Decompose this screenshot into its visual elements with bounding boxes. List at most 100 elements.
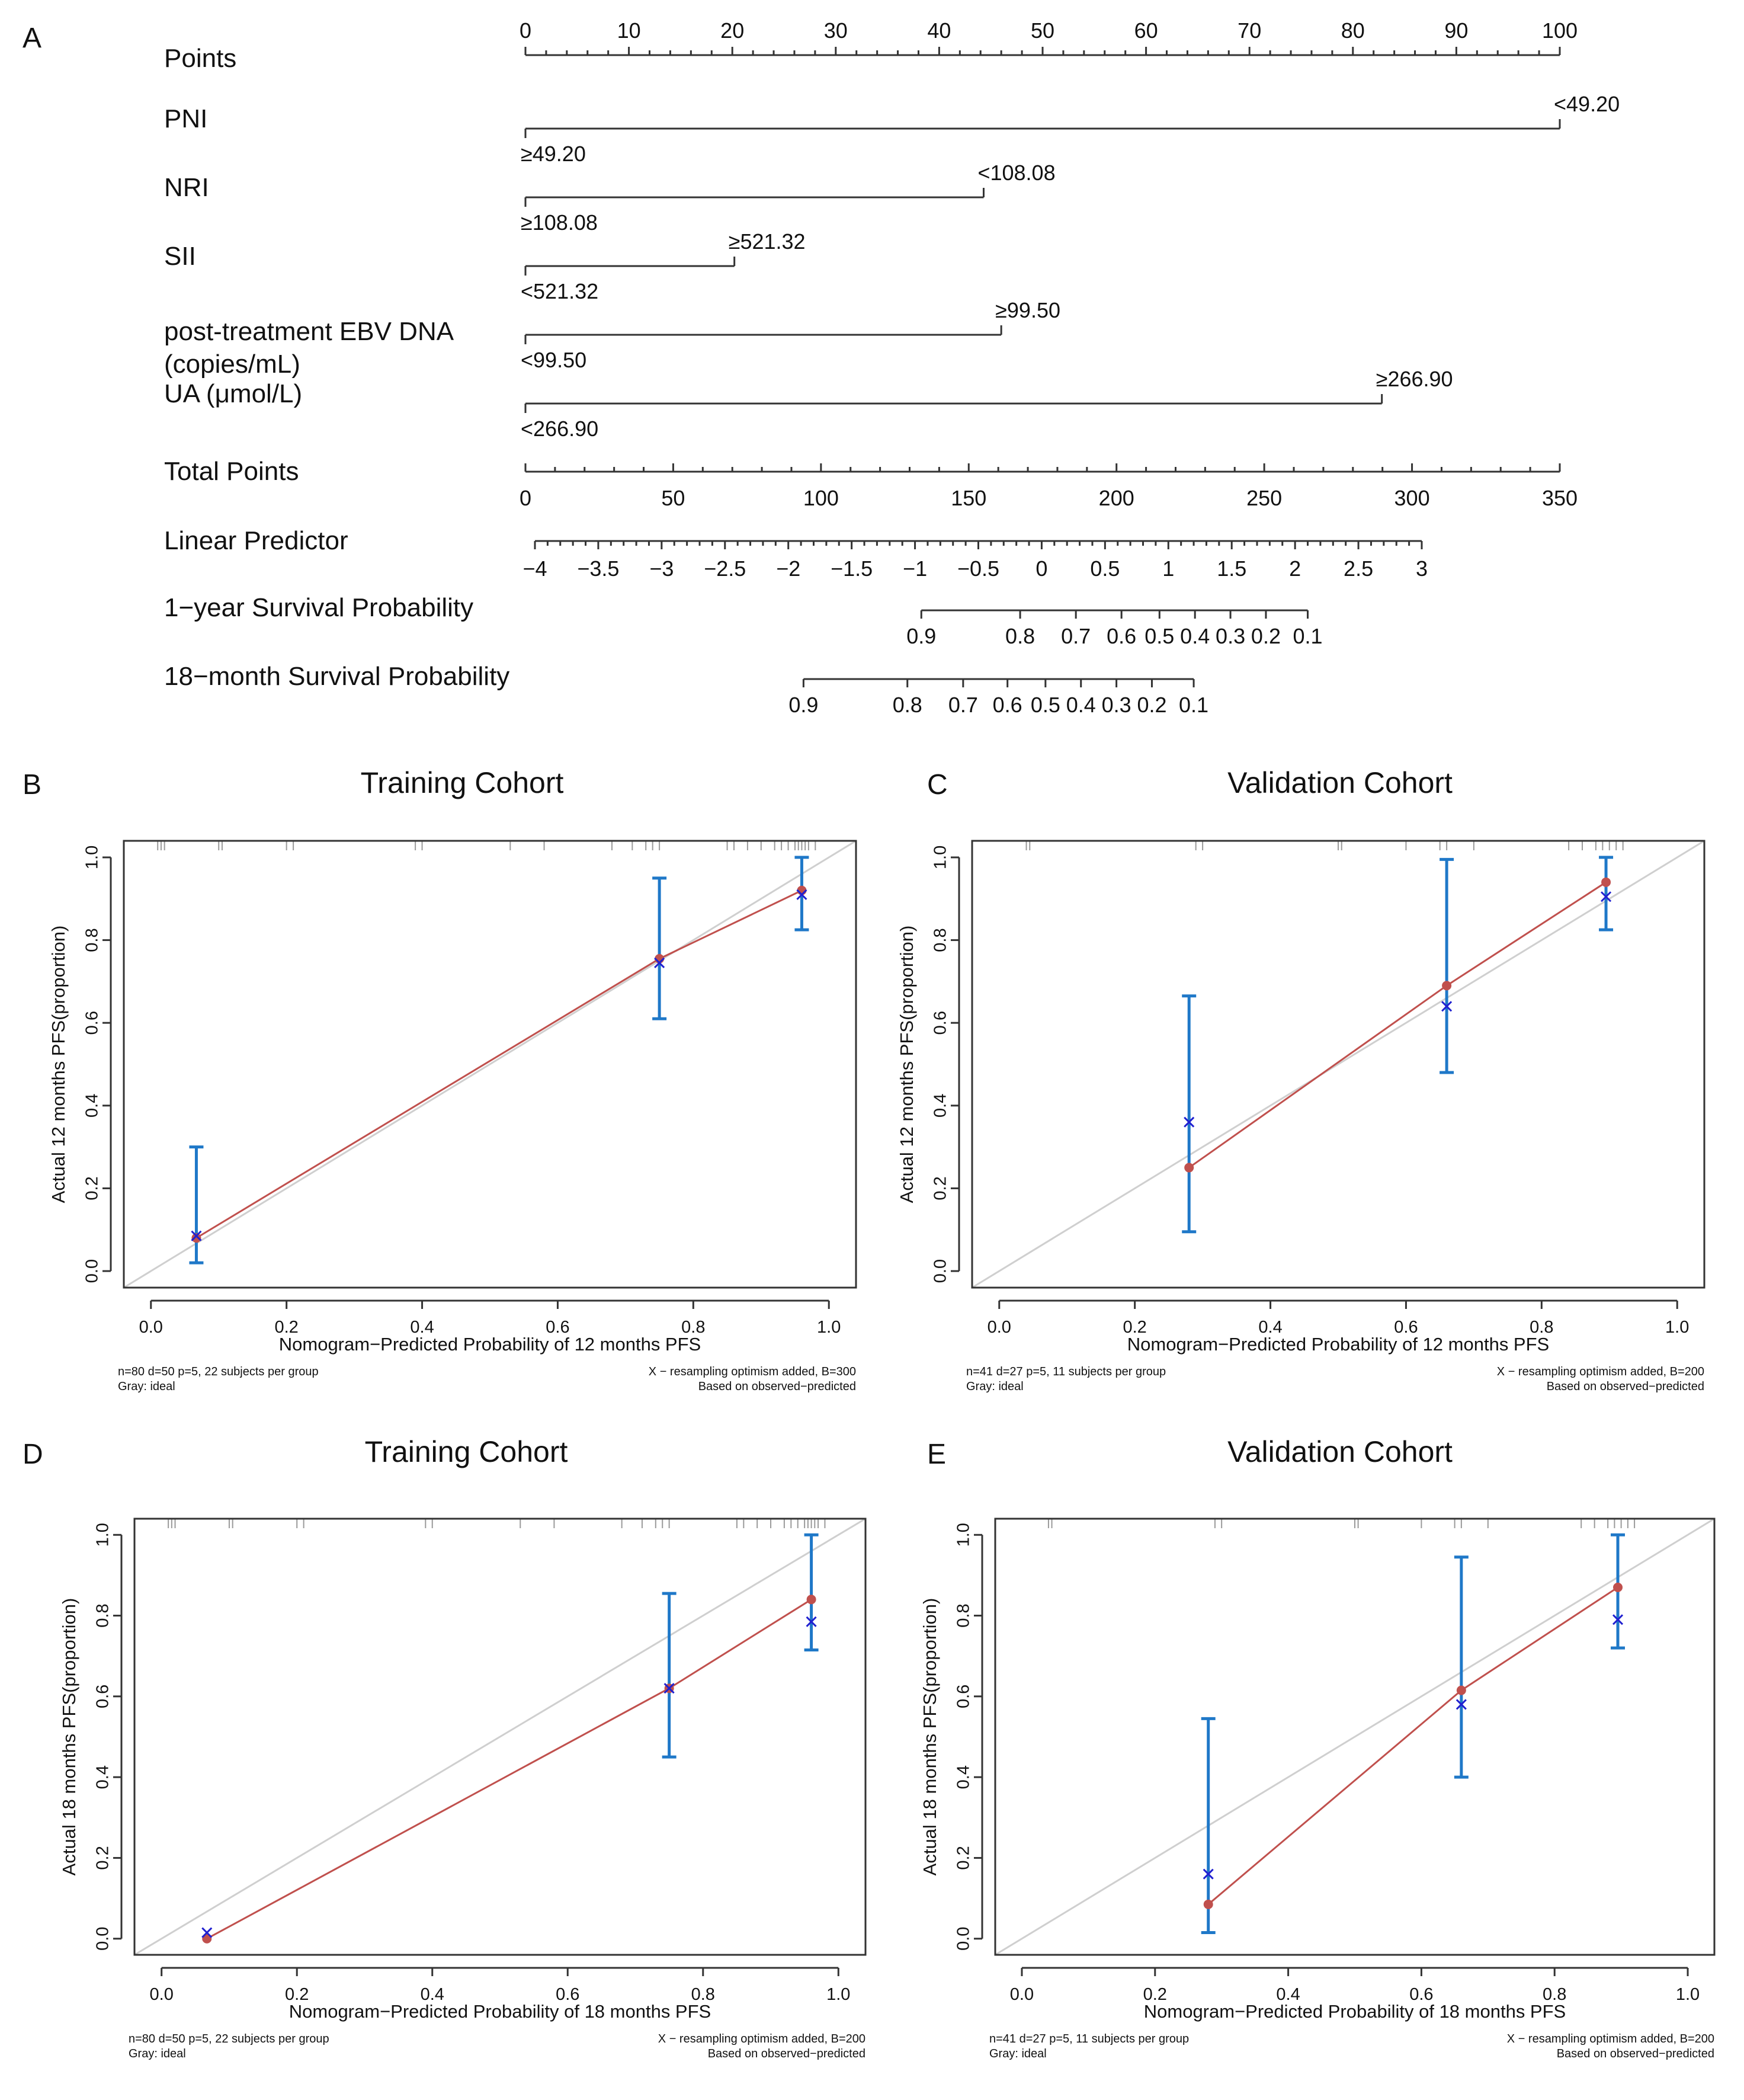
panel-letter-c: C [927,769,948,801]
x-tick-label: 0.8 [1543,1985,1566,2004]
apparent-point [1184,1163,1194,1173]
apparent-point [806,1595,816,1605]
x-tick-label: 0.4 [421,1985,444,2004]
survival-tick-label: 0.8 [1005,624,1035,648]
y-tick-label: 0.2 [931,1176,950,1200]
survival-tick-label: 0.9 [906,624,936,648]
footnote-basis: Based on observed−predicted [708,2047,865,2060]
y-tick-label: 0.8 [83,928,102,952]
footnote-sample: n=80 d=50 p=5, 22 subjects per group [129,2032,329,2045]
total-points-label: Total Points [164,457,299,486]
y-tick-label: 0.2 [954,1846,973,1869]
total-points-tick-label: 50 [661,486,685,510]
bias-corrected-marker [1456,1699,1467,1710]
y-axis-title: Actual 18 months PFS(proportion) [59,1598,79,1876]
x-tick-label: 0.8 [691,1985,715,2004]
apparent-point [1442,981,1452,991]
chart-title: Training Cohort [361,766,564,799]
variable-level-label: <49.20 [1554,92,1620,116]
footnote-basis: Based on observed−predicted [1557,2047,1714,2060]
y-tick-label: 1.0 [83,846,102,869]
linear-predictor-tick-label: −4 [522,556,547,581]
calibration-panel-d: D Training Cohort 0.0 0.2 0.4 0.6 0.8 1.0 Nomogr… [23,1435,867,2060]
y-tick-label: 0.6 [94,1685,113,1708]
linear-predictor-tick-label: 1.5 [1217,556,1246,581]
x-tick-label: 0.0 [139,1318,163,1337]
y-tick-label: 0.0 [931,1259,950,1283]
linear-predictor-tick-label: 2.5 [1344,556,1373,581]
calibration-panel-c: C Validation Cohort 0.0 0.2 0.4 0.6 0.8 1.0 Nomo… [896,766,1705,1393]
x-tick-label: 1.0 [1676,1985,1700,2004]
x-tick-label: 0.2 [285,1985,309,2004]
x-axis-title: Nomogram−Predicted Probability of 18 mon… [1144,2001,1566,2022]
x-tick-label: 0.6 [1409,1985,1433,2004]
linear-predictor-tick-label: 2 [1289,556,1301,581]
y-tick-label: 0.8 [94,1603,113,1627]
variable-level-label: ≥49.20 [521,142,586,166]
x-tick-label: 0.2 [1143,1985,1167,2004]
variable-level-label: <521.32 [521,279,598,303]
points-tick-label: 100 [1542,18,1578,43]
plot-area [995,1519,1714,1955]
linear-predictor-tick-label: −0.5 [957,556,999,581]
total-points-tick-label: 0 [520,486,531,510]
footnote-resampling: X − resampling optimism added, B=200 [1507,2032,1714,2045]
linear-predictor-tick-label: −1 [903,556,927,581]
variable-label: NRI [164,173,209,202]
linear-predictor-tick-label: −2 [776,556,800,581]
ideal-line [972,841,1704,1288]
linear-predictor-tick-label: 0 [1036,556,1047,581]
plot-frame [994,1518,1716,1956]
variable-level-label: <99.50 [521,348,586,372]
footnote-resampling: X − resampling optimism added, B=200 [1497,1365,1704,1378]
plot-area [972,841,1704,1288]
apparent-calibration-line [1188,881,1607,1169]
footnote-ideal: Gray: ideal [129,2047,186,2060]
linear-predictor-tick-label: 0.5 [1090,556,1120,581]
variable-level-label: ≥99.50 [995,298,1060,322]
apparent-point [1601,877,1611,887]
variable-label-units: (copies/mL) [164,350,300,379]
bias-corrected-marker [796,889,807,900]
apparent-point [1613,1582,1623,1592]
y-tick-label: 1.0 [94,1523,113,1547]
bias-corrected-marker [663,1683,675,1694]
y-tick-label: 0.0 [83,1259,102,1283]
footnote-basis: Based on observed−predicted [1547,1380,1704,1393]
chart-title: Training Cohort [365,1435,568,1468]
apparent-point [1456,1685,1466,1695]
survival-tick-label: 0.8 [893,693,922,717]
survival-tick-label: 0.6 [993,693,1022,717]
chart-title: Validation Cohort [1227,766,1453,799]
y-tick-label: 0.2 [83,1176,102,1200]
points-tick-label: 70 [1238,18,1261,43]
x-axis-title: Nomogram−Predicted Probability of 12 mon… [1127,1334,1549,1355]
x-tick-label: 0.6 [546,1318,569,1337]
survival-tick-label: 0.2 [1137,693,1166,717]
y-tick-label: 1.0 [954,1523,973,1547]
panel-letter-e: E [927,1439,946,1470]
variable-label: UA (μmol/L) [164,379,302,408]
footnote-ideal: Gray: ideal [989,2047,1047,2060]
y-axis-title: Actual 12 months PFS(proportion) [896,926,917,1203]
x-tick-label: 0.8 [681,1318,705,1337]
survival-tick-label: 0.5 [1144,624,1174,648]
survival-tick-label: 0.7 [948,693,978,717]
y-tick-label: 0.6 [83,1011,102,1035]
variable-label: post-treatment EBV DNA [164,317,454,346]
x-tick-label: 0.0 [988,1318,1011,1337]
bias-corrected-marker [1600,891,1612,902]
points-tick-label: 0 [520,18,531,43]
apparent-point [1203,1899,1213,1909]
plot-frame [133,1518,867,1956]
y-tick-label: 0.0 [94,1927,113,1951]
plot-area [134,1519,865,1955]
variable-level-label: ≥108.08 [521,210,598,235]
ideal-line [124,841,856,1288]
survival-probability-label: 18−month Survival Probability [164,662,509,691]
points-tick-label: 60 [1134,18,1158,43]
bias-corrected-marker [1612,1614,1624,1625]
survival-tick-label: 0.4 [1180,624,1210,648]
points-tick-label: 20 [720,18,744,43]
